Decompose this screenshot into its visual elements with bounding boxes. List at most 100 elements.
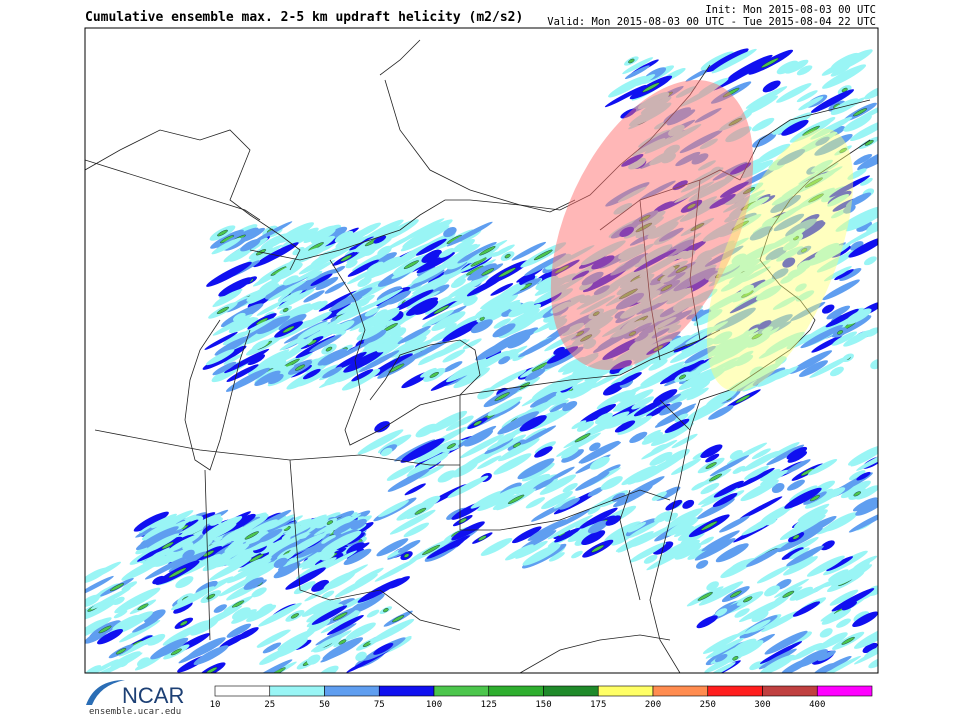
swath <box>251 587 267 598</box>
swath <box>214 336 250 356</box>
swath <box>376 538 409 557</box>
swath <box>378 500 409 518</box>
swath <box>320 303 352 321</box>
swath <box>421 249 442 263</box>
swath <box>141 520 178 541</box>
swath <box>265 283 293 300</box>
swath <box>193 645 229 665</box>
swath <box>527 519 567 541</box>
swath <box>810 89 855 113</box>
swath-core <box>504 253 511 259</box>
swath <box>320 611 361 634</box>
swath <box>674 525 694 537</box>
swath <box>309 334 342 353</box>
swath <box>253 242 299 268</box>
swath <box>273 562 301 579</box>
swath <box>674 545 699 560</box>
coastline-mid <box>619 429 691 673</box>
swath <box>578 403 617 425</box>
swath <box>699 357 740 379</box>
swath <box>92 665 117 673</box>
swath <box>418 495 441 510</box>
swath-core <box>290 613 299 619</box>
swath <box>776 149 806 166</box>
swath <box>448 339 466 351</box>
swath <box>463 350 510 376</box>
swath-core <box>340 254 352 262</box>
swath <box>708 405 734 420</box>
swath <box>214 288 243 305</box>
swath <box>447 275 489 298</box>
swath <box>674 413 689 423</box>
swath <box>166 534 201 553</box>
swath-core <box>792 534 800 540</box>
swath <box>247 354 266 365</box>
swath <box>134 655 162 671</box>
swath <box>587 507 601 515</box>
swath <box>386 290 411 305</box>
swath <box>825 308 859 328</box>
swath-core <box>403 553 410 558</box>
state-lines <box>459 329 721 531</box>
swath <box>135 526 179 550</box>
swath <box>313 599 342 615</box>
colorbar-swatch <box>488 685 544 697</box>
swath-core <box>446 443 456 449</box>
swath <box>418 348 450 366</box>
swath <box>757 143 791 163</box>
colorbar-label: 10 <box>210 700 221 710</box>
swath-core <box>837 330 844 335</box>
swath <box>251 339 269 351</box>
swath <box>523 303 542 315</box>
swath <box>450 278 466 288</box>
swath <box>498 356 511 365</box>
swath <box>296 557 337 580</box>
swath <box>834 269 854 281</box>
swath <box>826 556 854 572</box>
swath <box>787 479 805 491</box>
swath <box>505 544 534 561</box>
swath <box>345 622 376 640</box>
swath <box>739 496 783 520</box>
swath <box>320 530 362 554</box>
swath <box>199 607 237 627</box>
swath <box>852 99 878 124</box>
swath <box>438 248 455 258</box>
swath <box>848 444 878 466</box>
title: Cumulative ensemble max. 2-5 km updraft … <box>85 10 523 25</box>
swath-core <box>478 535 487 541</box>
swath <box>772 112 813 135</box>
swath <box>273 557 288 569</box>
swath <box>646 546 690 571</box>
swath <box>173 601 193 614</box>
swath <box>829 175 870 198</box>
swath-core <box>591 544 605 553</box>
swath <box>373 235 387 244</box>
swath <box>740 479 779 502</box>
swath <box>209 517 223 526</box>
swath-core <box>170 648 182 656</box>
swath <box>357 429 404 455</box>
swath <box>113 610 128 619</box>
colorbar-swatch <box>543 685 599 697</box>
swath <box>431 311 466 331</box>
swath <box>705 389 738 408</box>
colorbar-label: 50 <box>319 700 330 710</box>
swath <box>700 482 720 495</box>
swath <box>512 526 542 544</box>
swath <box>770 194 802 213</box>
swath <box>420 367 437 378</box>
swath <box>132 617 160 633</box>
swath-core <box>708 473 723 482</box>
swath <box>618 389 636 402</box>
swath-core <box>333 612 348 621</box>
swath <box>171 586 215 611</box>
swath <box>776 60 799 75</box>
swath <box>581 530 606 546</box>
swath <box>85 575 114 596</box>
swath <box>206 261 252 287</box>
swath-core <box>203 550 215 557</box>
swath <box>389 509 436 535</box>
swath <box>285 567 326 590</box>
swath <box>632 525 673 547</box>
